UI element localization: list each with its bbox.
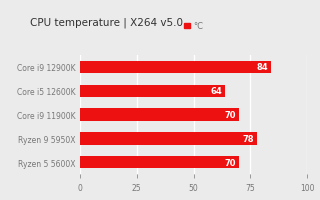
Bar: [80, 109, 239, 121]
Text: 84: 84: [257, 63, 268, 72]
Text: 78: 78: [243, 134, 254, 143]
Bar: [80, 156, 239, 169]
Text: 70: 70: [225, 158, 236, 167]
Text: 70: 70: [225, 111, 236, 119]
Bar: [80, 61, 271, 74]
Bar: [80, 133, 257, 145]
Text: 64: 64: [211, 87, 223, 96]
Bar: [80, 85, 225, 97]
Legend: °C: °C: [184, 22, 203, 31]
Text: CPU temperature | X264 v5.0: CPU temperature | X264 v5.0: [30, 18, 183, 28]
